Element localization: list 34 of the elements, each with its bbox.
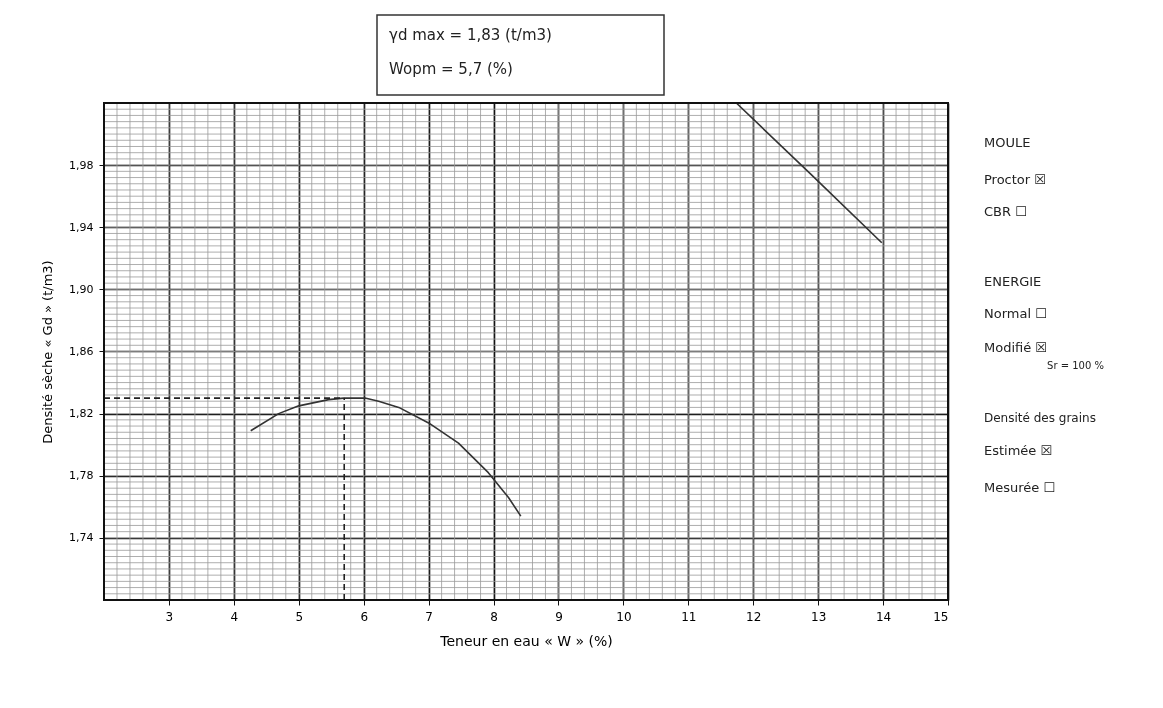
- x-tick-label: 3: [165, 609, 174, 624]
- text: Normal ☐: [984, 306, 1047, 321]
- text: γd max = 1,83 (t/m3): [389, 26, 552, 44]
- y-tick-label: 1,78: [69, 469, 94, 483]
- text: Proctor ☒: [984, 172, 1046, 187]
- text: Estimée ☒: [984, 443, 1053, 458]
- y-axis-title: Densité sèche « Gd » (t/m3): [40, 260, 56, 444]
- text: Mesurée ☐: [984, 480, 1056, 495]
- x-tick-label: 4: [230, 609, 239, 624]
- y-tick-label: 1,82: [69, 407, 94, 421]
- x-tick-label: 12: [746, 609, 762, 624]
- text: Wopm = 5,7 (%): [389, 60, 513, 78]
- y-tick-label: 1,74: [69, 531, 94, 545]
- x-tick-label: 15: [933, 609, 949, 624]
- text: MOULE: [984, 135, 1031, 150]
- x-tick-label: 5: [295, 609, 304, 624]
- text: Densité des grains: [984, 411, 1096, 425]
- x-tick-label: 11: [681, 609, 697, 624]
- y-tick-label: 1,94: [69, 220, 94, 234]
- y-tick-label: 1,90: [69, 282, 94, 296]
- y-tick-label: 1,98: [69, 158, 94, 172]
- x-tick-label: 7: [425, 609, 433, 624]
- x-tick-label: 14: [875, 609, 892, 624]
- x-tick-label: 9: [555, 609, 563, 624]
- x-tick-label: 8: [490, 609, 498, 624]
- x-tick-label: 6: [360, 609, 369, 624]
- x-tick-label: 13: [811, 609, 827, 624]
- text: ENERGIE: [984, 274, 1042, 289]
- y-tick-label: 1,86: [69, 345, 94, 358]
- text: Modifié ☒: [984, 340, 1048, 355]
- text: Sr = 100 %: [1047, 360, 1104, 371]
- text: CBR ☐: [984, 204, 1027, 219]
- x-tick-label: 10: [616, 609, 632, 624]
- x-axis-title: Teneur en eau « W » (%): [439, 632, 613, 649]
